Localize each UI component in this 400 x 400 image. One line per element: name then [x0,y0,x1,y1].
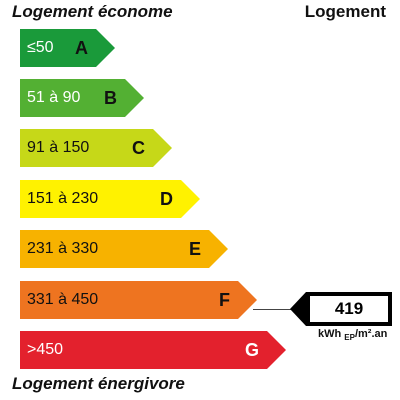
class-letter: E [188,238,201,259]
bar-arrow-tip [125,79,144,117]
unit-main: kWh [318,328,342,340]
rating-box: 419 [306,292,392,326]
class-letter: C [132,137,145,158]
class-range: 91 à 150 [27,139,90,156]
class-range: 231 à 330 [27,240,99,257]
rating-unit: kWh EP/m².an [318,328,387,342]
bar-arrow-tip [96,29,115,67]
class-letter: D [160,188,173,209]
class-bar-b: 51 à 90 B [20,79,144,117]
energy-intensive-label: Logement énergivore [12,374,185,393]
rating-pointer-icon [290,292,306,326]
bar-arrow-tip [181,180,200,218]
bar-arrow-tip [153,129,172,167]
unit-tail: /m².an [354,328,388,340]
class-letter: B [104,87,117,108]
class-letter: A [75,37,88,58]
bar-arrow-tip [238,281,257,319]
class-range: 51 à 90 [27,89,81,106]
class-bar-d: 151 à 230 D [20,180,200,218]
rating-value: 419 [310,296,388,322]
class-bar-c: 91 à 150 C [20,129,172,167]
class-bar-g: >450 G [20,331,286,369]
class-bar-e: 231 à 330 E [20,230,228,268]
rating-indicator: 419 [290,292,392,326]
class-range: 331 à 450 [27,291,99,308]
efficient-label: Logement économe [12,2,173,21]
class-range: 151 à 230 [27,190,99,207]
class-range: >450 [27,341,64,358]
class-range: ≤50 [27,39,54,56]
dwelling-column-label: Logement [304,2,386,21]
bar-arrow-tip [267,331,286,369]
class-bar-f: 331 à 450 F [20,281,257,319]
class-bar-a: ≤50 A [20,29,115,67]
class-letter: G [244,339,259,360]
class-letter: F [219,289,230,310]
rating-leader-line [253,309,291,310]
unit-subscript: EP [344,333,355,343]
bar-arrow-tip [209,230,228,268]
